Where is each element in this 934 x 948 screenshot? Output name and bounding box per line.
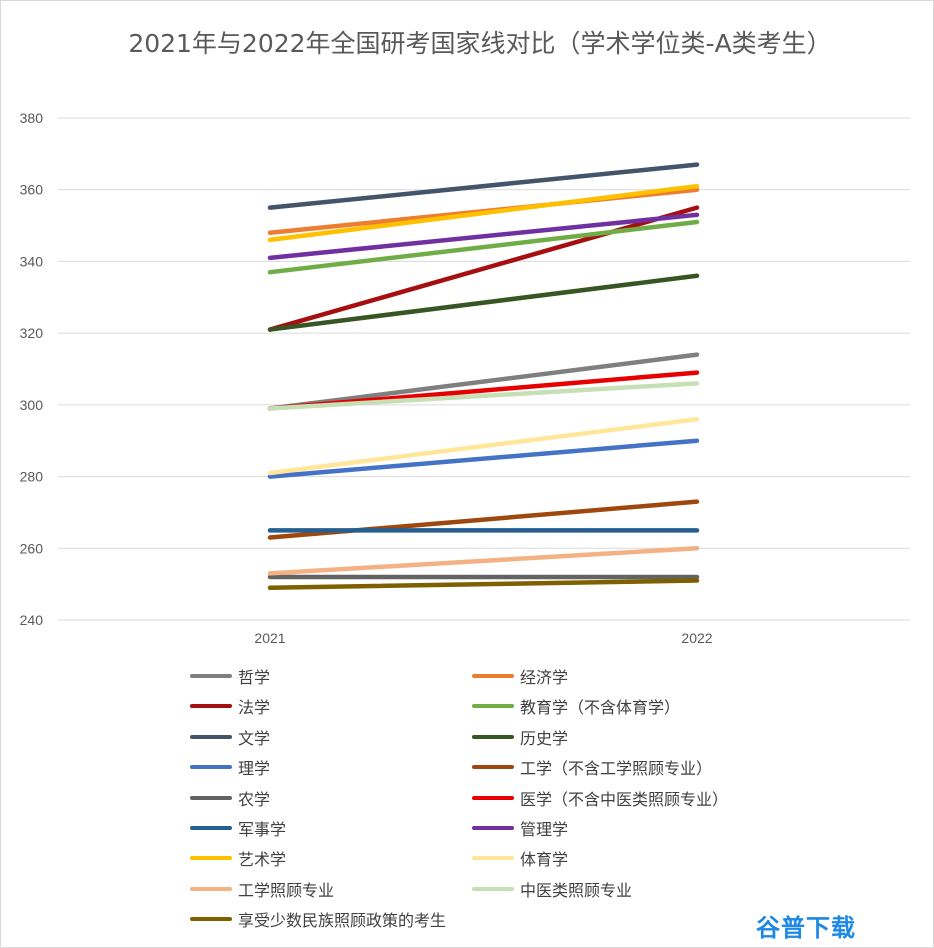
series-line: [267, 578, 700, 590]
y-tick-label: 280: [20, 469, 44, 485]
y-axis-tick-labels: 240 260 280 300 320 340 360 380: [20, 110, 44, 628]
watermark-logo: 谷普下载: [756, 914, 856, 942]
legend-swatch: [190, 886, 232, 891]
legend-item: 享受少数民族照顾政策的考生: [190, 907, 446, 931]
legend-item: 农学: [190, 786, 270, 810]
legend-label: 艺术学: [238, 850, 287, 870]
series-line: [267, 205, 700, 332]
legend-item: 医学（不含中医类照顾专业）: [472, 786, 728, 810]
legend-label: 享受少数民族照顾政策的考生: [238, 911, 447, 931]
y-tick-label: 300: [20, 397, 44, 413]
y-tick-label: 260: [20, 540, 44, 556]
series-line: [267, 416, 700, 476]
legend-swatch: [472, 826, 514, 830]
legend-swatch: [190, 795, 232, 800]
legend-label: 医学（不含中医类照顾专业）: [520, 789, 729, 809]
legend-item: 军事学: [190, 816, 286, 840]
x-tick-label: 2021: [254, 630, 285, 646]
legend-swatch: [472, 674, 514, 678]
y-tick-label: 360: [20, 182, 44, 198]
legend-item: 理学: [190, 755, 270, 779]
x-tick-label: 2022: [681, 630, 712, 646]
legend-item: 工学照顾专业: [190, 877, 334, 901]
legend-label: 历史学: [520, 728, 569, 748]
y-tick-label: 240: [20, 612, 44, 628]
legend-item: 体育学: [472, 846, 568, 870]
legend-label: 理学: [238, 759, 271, 779]
legend-swatch: [472, 734, 514, 739]
y-tick-label: 320: [20, 325, 44, 341]
legend-label: 经济学: [520, 668, 569, 687]
series-line: [267, 212, 700, 261]
legend-label: 中医类照顾专业: [520, 880, 633, 900]
series-line: [267, 162, 700, 210]
y-tick-label: 340: [20, 253, 44, 269]
legend-label: 教育学（不含体育学）: [520, 698, 681, 718]
legend-item: 工学（不含工学照顾专业）: [472, 755, 712, 779]
y-tick-label: 380: [20, 110, 44, 126]
legend-item: 中医类照顾专业: [472, 877, 632, 901]
legend-swatch: [190, 917, 232, 922]
legend-item: 文学: [190, 725, 270, 749]
legend-swatch: [472, 765, 514, 770]
chart-plot: 240 260 280 300 320 340 360 380 2021 2022: [20, 110, 910, 646]
legend-label: 工学（不含工学照顾专业）: [520, 759, 713, 779]
legend-item: 历史学: [472, 725, 568, 749]
legend-label: 哲学: [238, 668, 271, 687]
series-lines: [267, 162, 700, 590]
legend-swatch: [472, 795, 514, 800]
legend-swatch: [190, 674, 232, 678]
legend-label: 法学: [238, 698, 271, 718]
chart-title: 2021年与2022年全国研考国家线对比（学术学位类-A类考生）: [128, 29, 832, 58]
legend-item: 教育学（不含体育学）: [472, 694, 680, 718]
x-axis-tick-labels: 2021 2022: [254, 630, 712, 646]
series-line: [267, 352, 700, 411]
legend-label: 军事学: [238, 820, 287, 839]
legend-swatch: [190, 734, 232, 739]
series-line: [267, 183, 700, 243]
series-line: [267, 219, 700, 275]
series-line: [267, 546, 700, 576]
series-line: [267, 381, 700, 411]
legend-label: 文学: [238, 728, 271, 748]
legend-swatch: [190, 765, 232, 770]
gridlines: [58, 117, 910, 621]
legend-item: 哲学: [190, 664, 270, 688]
legend-swatch: [472, 886, 514, 891]
legend-swatch: [472, 704, 514, 709]
legend-swatch: [190, 826, 232, 830]
series-line: [267, 273, 700, 332]
legend-item: 管理学: [472, 816, 568, 840]
legend-item: 经济学: [472, 664, 568, 688]
legend-item: 法学: [190, 694, 270, 718]
legend-swatch: [190, 856, 232, 861]
legend-swatch: [472, 856, 514, 861]
legend-label: 工学照顾专业: [238, 880, 335, 900]
legend-label: 体育学: [520, 850, 569, 870]
legend-swatch: [190, 704, 232, 709]
series-line: [267, 438, 700, 479]
legend-label: 管理学: [520, 820, 569, 839]
legend-item: 艺术学: [190, 846, 286, 870]
legend-label: 农学: [238, 789, 271, 809]
